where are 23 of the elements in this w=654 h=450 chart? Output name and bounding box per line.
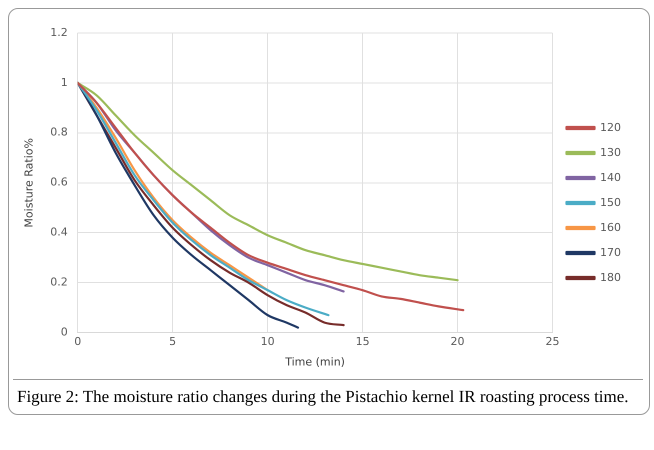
legend-label: 120 bbox=[600, 120, 622, 134]
y-tick-label: 0.6 bbox=[50, 176, 68, 189]
y-tick-label: 1.2 bbox=[50, 26, 68, 39]
y-tick-label: 0.2 bbox=[50, 276, 68, 289]
x-tick-label: 25 bbox=[546, 335, 560, 348]
legend-label: 170 bbox=[600, 246, 622, 259]
x-axis-title: Time (min) bbox=[284, 355, 345, 368]
caption: Figure 2: The moisture ratio changes during the Pistachio kernel IR roasting process time. bbox=[17, 386, 630, 408]
legend-label: 140 bbox=[600, 170, 622, 184]
legend-label: 160 bbox=[600, 220, 622, 234]
x-tick-label: 0 bbox=[74, 335, 82, 348]
y-tick-label: 0 bbox=[60, 325, 68, 338]
y-tick-label: 0.4 bbox=[50, 226, 68, 239]
x-tick-label: 20 bbox=[450, 335, 465, 348]
x-tick-label: 5 bbox=[169, 335, 176, 348]
x-tick-label: 10 bbox=[260, 335, 275, 348]
y-tick-label: 0.8 bbox=[50, 126, 68, 139]
legend-label: 130 bbox=[600, 146, 622, 159]
y-axis-title: Moisture Ratio% bbox=[22, 138, 36, 228]
legend-label: 180 bbox=[600, 270, 622, 284]
y-tick-label: 1 bbox=[60, 76, 68, 89]
x-tick-label: 15 bbox=[356, 335, 370, 348]
legend-label: 150 bbox=[600, 196, 622, 209]
